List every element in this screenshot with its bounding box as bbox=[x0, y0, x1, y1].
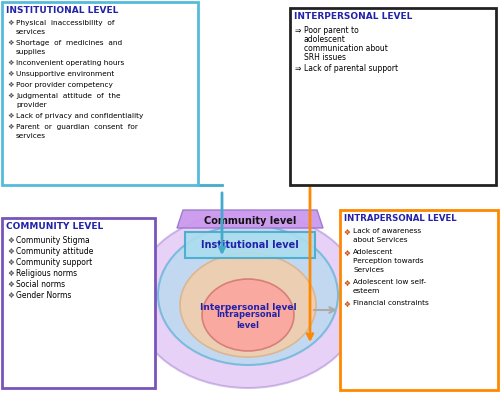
Text: adolescent: adolescent bbox=[304, 35, 346, 44]
Text: Religious norms: Religious norms bbox=[16, 269, 77, 278]
Ellipse shape bbox=[133, 212, 363, 388]
Text: supplies: supplies bbox=[16, 49, 46, 55]
Text: ❖: ❖ bbox=[7, 40, 14, 46]
Text: communication about: communication about bbox=[304, 44, 388, 53]
Text: ❖: ❖ bbox=[7, 236, 14, 245]
Text: ❖: ❖ bbox=[7, 280, 14, 289]
FancyBboxPatch shape bbox=[2, 218, 155, 388]
Text: INTRAPERSONAL LEVEL: INTRAPERSONAL LEVEL bbox=[344, 214, 457, 223]
Text: ⇒: ⇒ bbox=[295, 26, 302, 35]
Text: Social norms: Social norms bbox=[16, 280, 65, 289]
Text: Physical  inaccessibility  of: Physical inaccessibility of bbox=[16, 20, 114, 26]
Text: ❖: ❖ bbox=[7, 60, 14, 66]
Text: ❖: ❖ bbox=[7, 93, 14, 99]
Text: ❖: ❖ bbox=[7, 247, 14, 256]
Text: Interpersonal level: Interpersonal level bbox=[200, 303, 296, 312]
Text: services: services bbox=[16, 133, 46, 139]
Text: Unsupportive environment: Unsupportive environment bbox=[16, 71, 114, 77]
Text: ❖: ❖ bbox=[343, 228, 350, 237]
FancyBboxPatch shape bbox=[2, 2, 198, 185]
Ellipse shape bbox=[180, 253, 316, 357]
Text: Community attitude: Community attitude bbox=[16, 247, 94, 256]
Ellipse shape bbox=[202, 279, 294, 351]
Text: esteem: esteem bbox=[353, 288, 380, 294]
FancyBboxPatch shape bbox=[185, 232, 315, 258]
Text: ❖: ❖ bbox=[7, 71, 14, 77]
FancyBboxPatch shape bbox=[290, 8, 496, 185]
Text: ❖: ❖ bbox=[7, 269, 14, 278]
Text: Perception towards: Perception towards bbox=[353, 258, 424, 264]
Polygon shape bbox=[177, 210, 323, 228]
FancyBboxPatch shape bbox=[340, 210, 498, 390]
Text: Adolescent low self-: Adolescent low self- bbox=[353, 279, 426, 285]
Text: ⇒: ⇒ bbox=[295, 64, 302, 73]
Text: Intrapersonal
level: Intrapersonal level bbox=[216, 310, 280, 330]
Text: Poor parent to: Poor parent to bbox=[304, 26, 359, 35]
Text: ❖: ❖ bbox=[7, 20, 14, 26]
Text: Services: Services bbox=[353, 267, 384, 273]
Text: Shortage  of  medicines  and: Shortage of medicines and bbox=[16, 40, 122, 46]
Text: services: services bbox=[16, 29, 46, 35]
Text: Inconvenient operating hours: Inconvenient operating hours bbox=[16, 60, 124, 66]
Text: SRH issues: SRH issues bbox=[304, 53, 346, 62]
Ellipse shape bbox=[158, 225, 338, 365]
Text: COMMUNITY LEVEL: COMMUNITY LEVEL bbox=[6, 222, 103, 231]
Text: INTERPERSONAL LEVEL: INTERPERSONAL LEVEL bbox=[294, 12, 412, 21]
Text: Judgmental  attitude  of  the: Judgmental attitude of the bbox=[16, 93, 120, 99]
Text: Gender Norms: Gender Norms bbox=[16, 291, 72, 300]
Text: provider: provider bbox=[16, 102, 46, 108]
Text: Community Stigma: Community Stigma bbox=[16, 236, 90, 245]
Text: ❖: ❖ bbox=[343, 300, 350, 309]
Text: Institutional level: Institutional level bbox=[201, 240, 299, 250]
Text: about Services: about Services bbox=[353, 237, 408, 243]
Text: Poor provider competency: Poor provider competency bbox=[16, 82, 113, 88]
Text: ❖: ❖ bbox=[7, 291, 14, 300]
Text: Community level: Community level bbox=[204, 216, 296, 226]
Text: Community support: Community support bbox=[16, 258, 92, 267]
Text: ❖: ❖ bbox=[7, 258, 14, 267]
Text: INSTITUTIONAL LEVEL: INSTITUTIONAL LEVEL bbox=[6, 6, 118, 15]
Text: ❖: ❖ bbox=[343, 249, 350, 258]
Text: Lack of awareness: Lack of awareness bbox=[353, 228, 421, 234]
Text: Adolescent: Adolescent bbox=[353, 249, 394, 255]
Text: Lack of privacy and confidentiality: Lack of privacy and confidentiality bbox=[16, 113, 144, 119]
Text: Financial constraints: Financial constraints bbox=[353, 300, 429, 306]
Text: Lack of parental support: Lack of parental support bbox=[304, 64, 398, 73]
Text: ❖: ❖ bbox=[7, 113, 14, 119]
Text: ❖: ❖ bbox=[343, 279, 350, 288]
Text: Parent  or  guardian  consent  for: Parent or guardian consent for bbox=[16, 124, 138, 130]
Text: ❖: ❖ bbox=[7, 124, 14, 130]
Text: ❖: ❖ bbox=[7, 82, 14, 88]
